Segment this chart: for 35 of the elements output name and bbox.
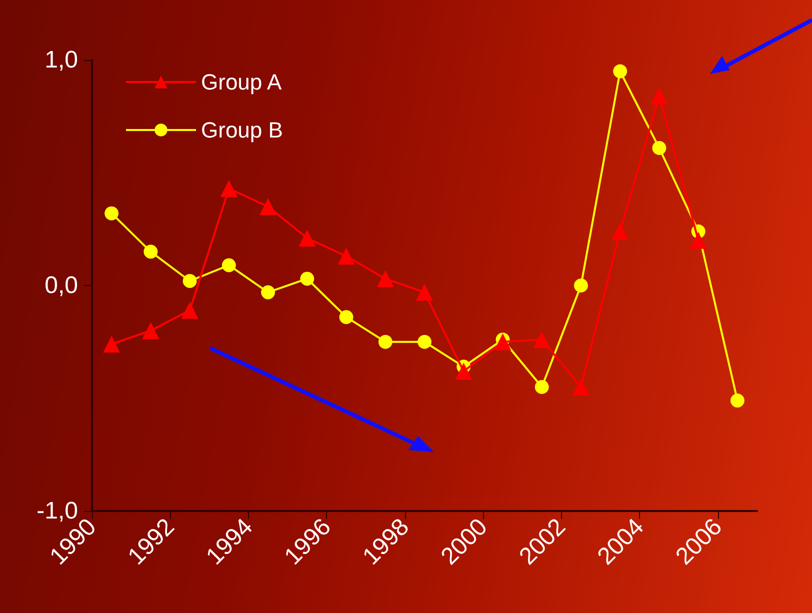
y-tick-label: -1,0 [36,498,78,524]
point [220,180,238,198]
point [338,248,355,265]
point [298,230,316,247]
point [612,222,629,240]
point [103,336,120,353]
legend-label: Group A [201,70,282,94]
point [339,310,354,324]
point [494,333,512,350]
point [378,334,392,349]
point [182,274,197,288]
point [376,270,394,288]
point [104,206,119,220]
y-tick-label: 1,0 [44,46,78,74]
point [534,380,549,394]
point [416,284,433,301]
point [613,64,628,78]
point [261,285,276,300]
point [142,322,160,340]
point [730,394,744,408]
point [181,302,198,319]
point [144,244,158,259]
y-tick-label: 0,0 [44,272,78,299]
legend-label: Group B [201,118,283,142]
point [222,258,236,272]
point [260,198,277,216]
point [652,140,666,155]
point [300,272,314,286]
point [533,331,550,348]
point [650,88,668,105]
point [418,334,432,349]
point [455,362,472,380]
point [574,278,588,292]
point [572,378,590,396]
point [690,232,707,249]
